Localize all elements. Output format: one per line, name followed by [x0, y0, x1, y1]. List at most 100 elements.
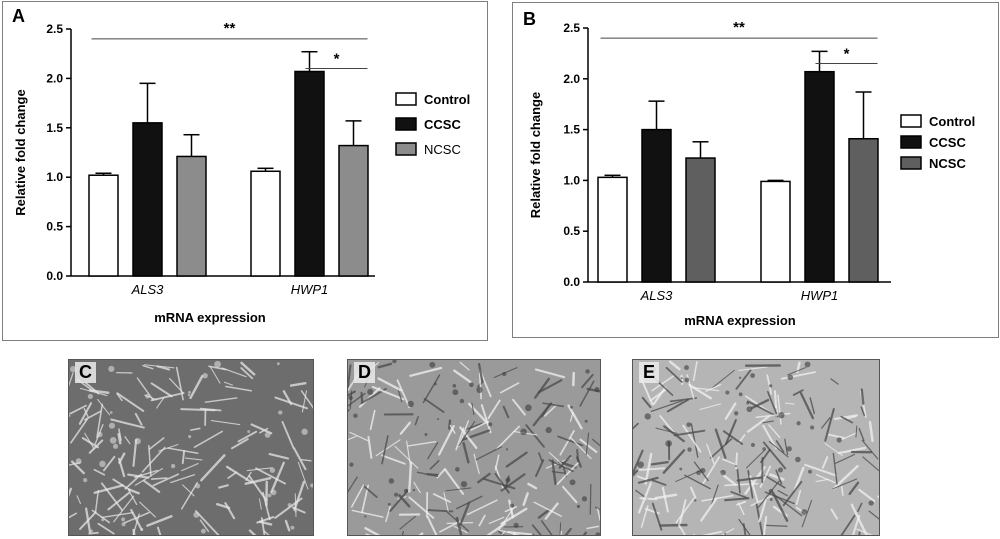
- hypha-strand: [665, 366, 683, 383]
- cell-dot: [109, 411, 113, 414]
- hypha-strand: [224, 501, 236, 520]
- cell-dot: [795, 456, 801, 463]
- hypha-strand: [426, 515, 438, 535]
- hypha-strand: [245, 471, 252, 481]
- hypha-strand: [449, 424, 456, 434]
- hypha-strand: [199, 519, 210, 533]
- hypha-strand: [116, 392, 145, 412]
- hypha-strand: [478, 372, 482, 400]
- hypha-strand: [668, 360, 681, 371]
- x-axis-label: mRNA expression: [154, 310, 266, 325]
- hypha-strand: [100, 482, 123, 511]
- hypha-strand: [850, 503, 868, 535]
- hypha-strand: [637, 482, 652, 514]
- cell-dot: [502, 371, 507, 377]
- hypha-strand: [832, 464, 859, 490]
- hypha-strand: [540, 520, 553, 535]
- hypha-strand: [107, 491, 130, 511]
- hypha-strand: [801, 499, 813, 528]
- hypha-strand: [762, 424, 778, 450]
- hypha-strand: [377, 362, 393, 369]
- hypha-strand: [758, 499, 767, 523]
- hypha-strand: [255, 467, 287, 485]
- hypha-strand: [762, 441, 787, 470]
- hypha-strand: [633, 469, 639, 477]
- hypha-strand: [76, 495, 81, 505]
- hypha-strand: [654, 493, 678, 500]
- cell-dot: [83, 478, 88, 483]
- hypha-strand: [248, 529, 257, 535]
- hypha-strand: [832, 478, 858, 490]
- cell-dot: [734, 411, 739, 416]
- cell-dot: [725, 390, 730, 395]
- hypha-strand: [711, 369, 735, 389]
- hypha-strand: [541, 403, 551, 418]
- hypha-strand: [460, 429, 491, 442]
- hypha-strand: [455, 516, 463, 535]
- bar-ccsc-als3: [132, 122, 163, 277]
- hypha-strand: [478, 514, 486, 527]
- hypha-strand: [860, 388, 865, 405]
- hypha-strand: [377, 377, 402, 392]
- cell-dot: [367, 388, 374, 395]
- hypha-strand: [301, 390, 308, 413]
- hypha-strand: [830, 508, 839, 520]
- hypha-strand: [746, 415, 770, 433]
- hypha-strand: [88, 439, 104, 454]
- hypha-strand: [497, 529, 521, 535]
- cell-dot: [787, 374, 794, 381]
- hypha-strand: [462, 442, 470, 464]
- cell-dot: [585, 369, 590, 374]
- hypha-strand: [722, 430, 744, 445]
- hypha-strand: [494, 472, 510, 494]
- hypha-strand: [768, 440, 789, 458]
- hypha-strand: [666, 398, 689, 413]
- hypha-strand: [722, 458, 735, 465]
- hypha-strand: [218, 484, 229, 489]
- hypha-strand: [759, 465, 772, 488]
- cell-dot: [108, 365, 115, 373]
- cell-dot: [387, 502, 391, 506]
- legend-swatch-ccsc: [395, 117, 417, 131]
- hypha-strand: [132, 438, 138, 467]
- hypha-strand: [150, 382, 173, 398]
- hypha-strand: [821, 417, 831, 429]
- cell-dot: [75, 458, 82, 465]
- cell-dot: [810, 425, 815, 430]
- hypha-strand: [535, 459, 545, 478]
- hypha-strand: [289, 381, 307, 387]
- hypha-strand: [851, 514, 861, 535]
- hypha-strand: [675, 497, 695, 524]
- hypha-strand: [459, 361, 470, 371]
- hypha-strand: [141, 446, 166, 473]
- hypha-strand: [782, 480, 803, 507]
- hypha-strand: [494, 454, 500, 471]
- y-tick-label: 0.0: [563, 275, 580, 289]
- hypha-strand: [398, 494, 411, 508]
- hypha-strand: [496, 425, 520, 450]
- hypha-strand: [500, 473, 526, 492]
- cell-dot: [796, 421, 801, 426]
- hypha-strand: [594, 506, 600, 511]
- hypha-strand: [659, 523, 688, 527]
- hypha-strand: [784, 438, 789, 456]
- hypha-strand: [669, 397, 698, 403]
- micrograph-c-label: C: [75, 362, 96, 383]
- hypha-strand: [364, 526, 381, 535]
- cell-dot: [777, 467, 784, 473]
- hypha-strand: [93, 468, 106, 476]
- hypha-strand: [769, 473, 785, 481]
- hypha-strand: [500, 507, 528, 525]
- hypha-strand: [282, 390, 293, 406]
- hypha-strand: [793, 466, 805, 492]
- hypha-strand: [475, 446, 503, 461]
- hypha-strand: [399, 421, 411, 435]
- cell-dot: [679, 467, 683, 471]
- cell-dot: [452, 383, 457, 388]
- legend-swatch-ccsc: [900, 135, 922, 149]
- bar-ccsc-als3: [641, 128, 672, 283]
- hypha-strand: [216, 503, 231, 510]
- hypha-strand: [504, 506, 518, 513]
- y-tick-label: 2.0: [563, 72, 580, 86]
- hypha-strand: [230, 438, 249, 450]
